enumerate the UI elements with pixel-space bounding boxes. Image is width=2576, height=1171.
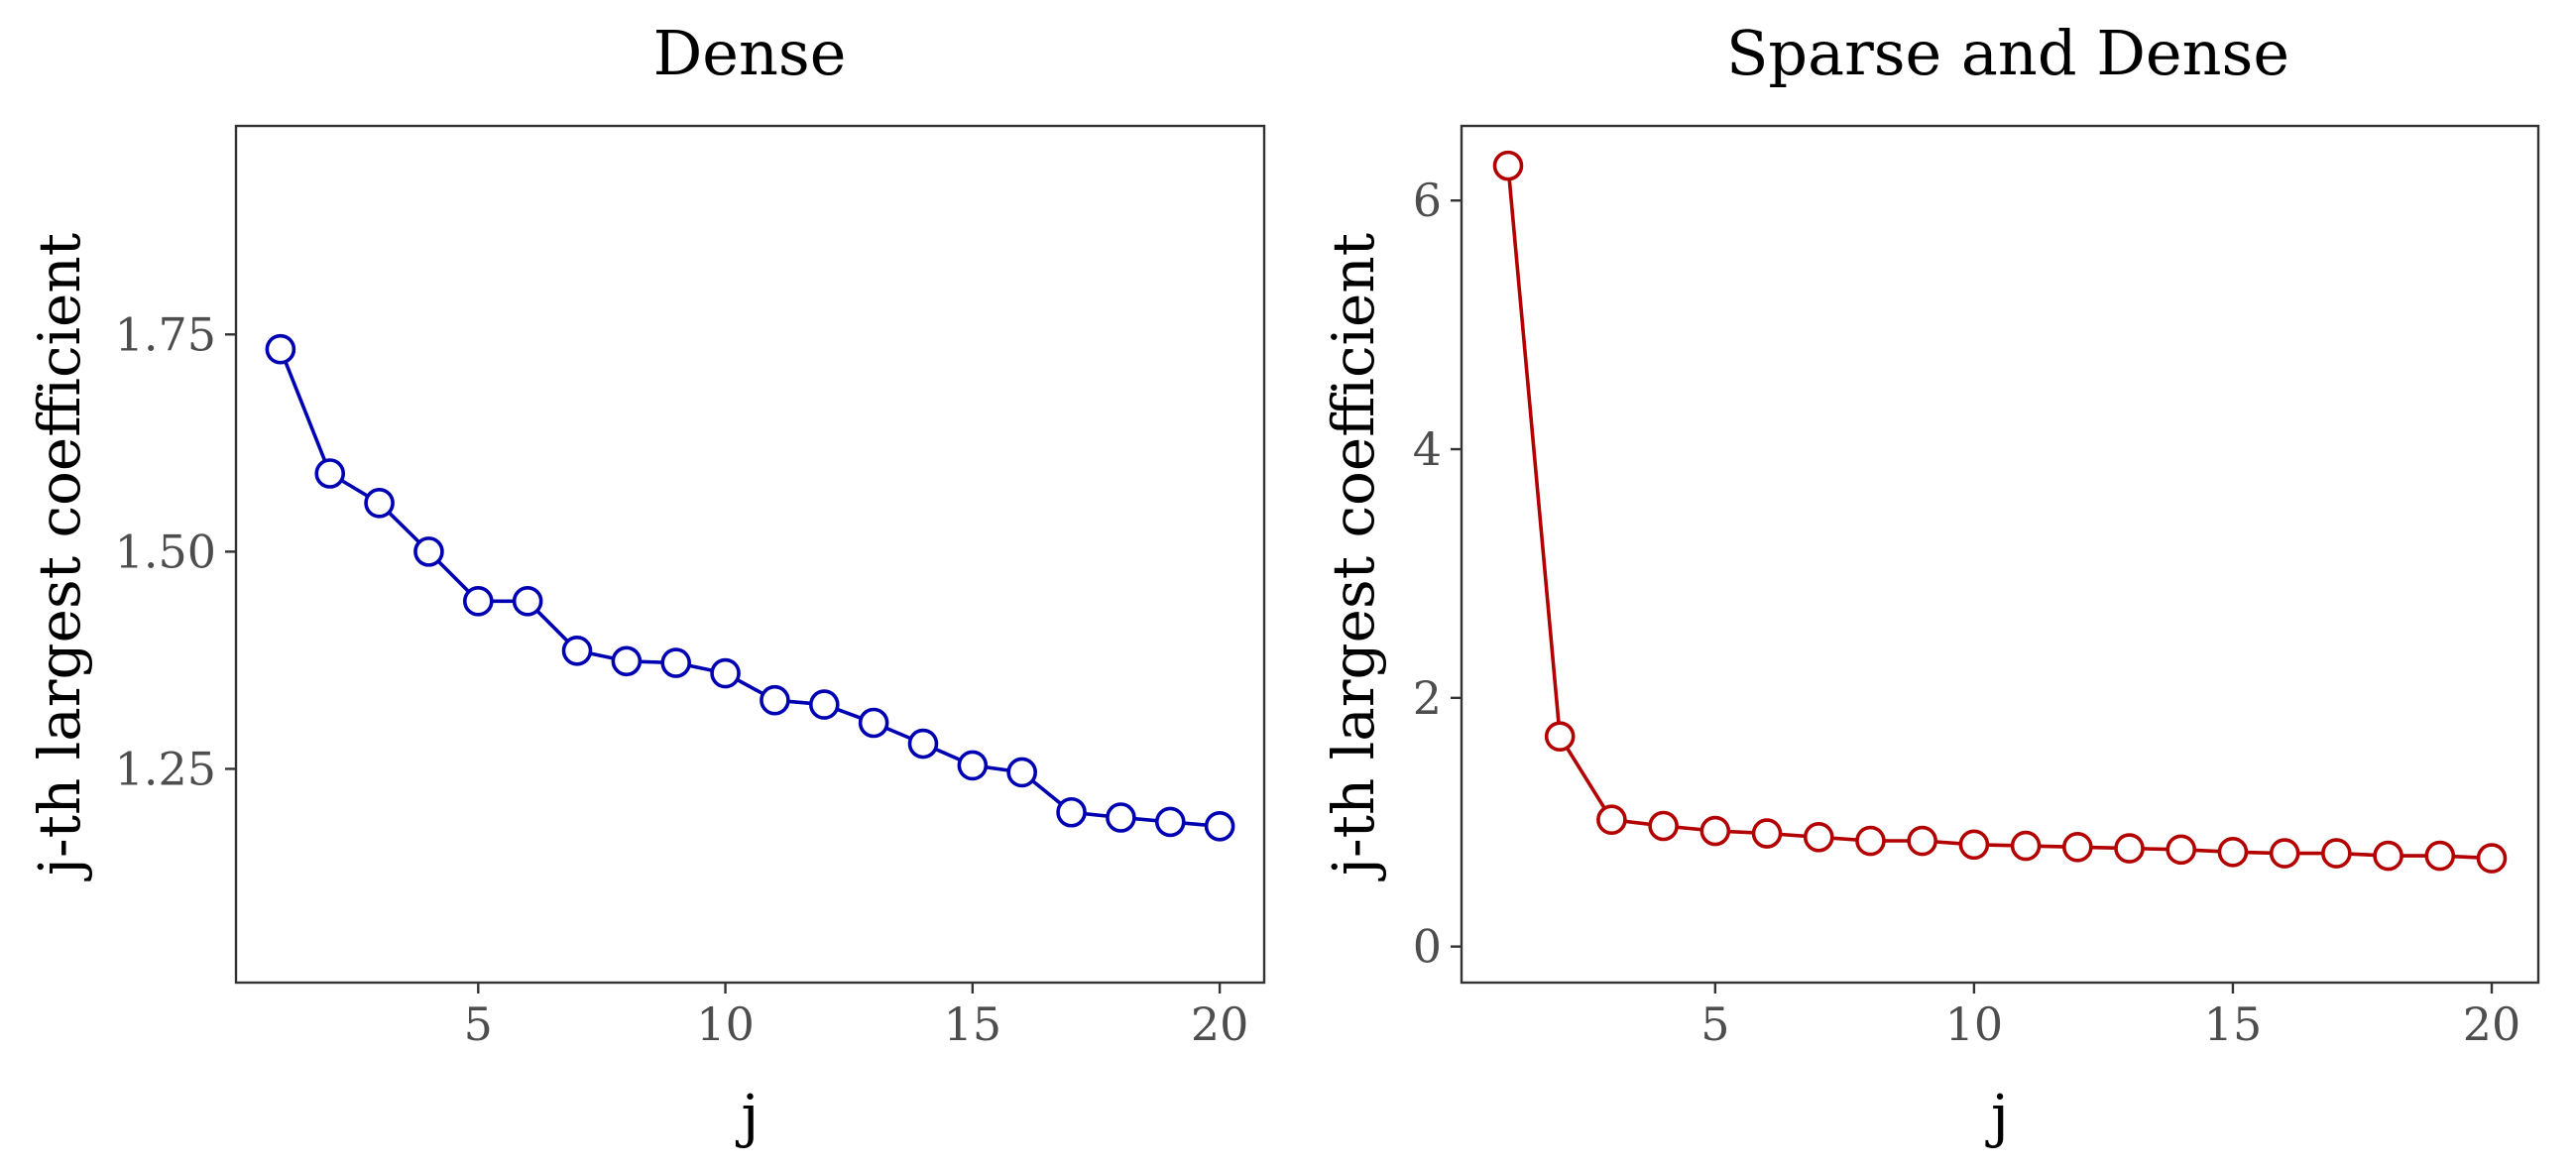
data-point [1056,796,1087,828]
data-point [1699,815,1731,847]
y-axis-label: j-th largest coefficient [26,233,93,881]
chart-title: Sparse and Dense [1726,17,2289,89]
data-point [710,657,741,689]
data-point [2373,840,2403,872]
x-tick-label: 10 [696,997,755,1051]
data-point [1492,150,1524,181]
y-tick-label: 4 [1413,422,1442,476]
data-point [760,684,790,716]
data-point [2166,834,2197,866]
series-line [1506,165,2493,861]
chart-panel-2: Sparse and Dense 5 10 15 20 0 2 4 6 j j-th largest… [1320,17,2540,1149]
data-point [1596,804,1627,836]
data-point [1106,802,1136,833]
data-point [858,707,889,739]
data-point [1855,825,1886,857]
x-tick-label: 20 [2463,997,2521,1051]
data-point [611,645,643,677]
y-tick-label: 1.25 [115,742,216,795]
data-point [1544,721,1576,753]
data-point [1154,806,1186,838]
x-axis-label: j [736,1082,760,1149]
y-tick-label: 0 [1413,920,1442,974]
data-point [808,689,840,720]
data-point [314,458,346,489]
x-tick-label: 20 [1191,997,1249,1051]
x-axis-label: j [1985,1082,2009,1149]
data-point [462,586,494,617]
data-point [561,635,593,666]
y-tick-label: 1.75 [115,307,216,361]
x-tick-label: 10 [1945,997,2004,1051]
data-point [1907,825,1937,857]
plot-panel-border [234,124,1266,985]
data-point [1006,757,1038,788]
data-point [2010,830,2042,862]
data-point [1803,821,1834,853]
y-axis-label: j-th largest coefficient [1320,233,1387,881]
data-point [512,586,543,617]
data-point [2269,838,2300,869]
y-tick-label: 6 [1413,174,1442,227]
plot-panel-border [1460,124,2540,985]
data-point [660,647,692,678]
data-point [2424,840,2456,872]
data-point [2062,832,2093,863]
data-point [2321,838,2352,869]
series-line [279,348,1221,829]
data-point [364,488,395,519]
x-tick-label: 15 [944,997,1002,1051]
x-tick-label: 15 [2204,997,2263,1051]
y-tick-label: 1.50 [115,525,216,578]
data-point [1751,818,1783,849]
data-point [2476,843,2508,874]
data-point [2217,837,2249,868]
y-tick-label: 2 [1413,671,1442,725]
data-point [957,750,989,781]
chart-title: Dense [653,17,847,89]
x-tick-label: 5 [464,997,493,1051]
data-point [413,536,444,567]
data-point [1648,810,1679,842]
data-point [1204,810,1235,842]
data-point [2114,833,2145,864]
x-tick-label: 5 [1700,997,1729,1051]
data-point [265,333,296,365]
data-point [907,728,939,760]
data-point [1958,829,1990,861]
chart-panel-1: Dense 5 10 15 20 1.25 1.50 1.75 j j-th largest co… [26,17,1266,1149]
